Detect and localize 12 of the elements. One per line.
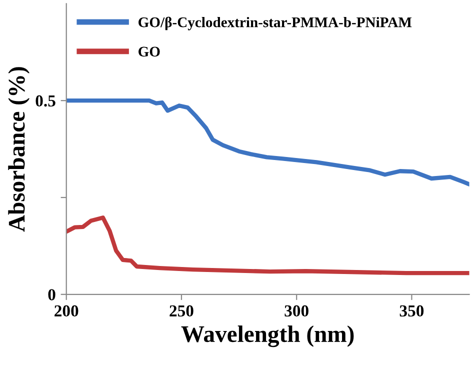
- legend-label: GO: [138, 46, 160, 57]
- x-tick-label: 300: [284, 305, 308, 317]
- x-tick-label: 250: [170, 305, 194, 317]
- legend-label: GO/β-Cyclodextrin-star-PMMA-b-PNiPAM: [138, 16, 412, 30]
- x-tick-label: 200: [54, 305, 78, 317]
- x-axis-title: Wavelength (nm): [181, 325, 354, 348]
- y-tick-label: 0: [48, 289, 56, 300]
- line-series: [66, 216, 470, 276]
- line-series: [66, 98, 470, 186]
- y-axis-title: Absorbance (%): [8, 67, 30, 232]
- y-tick-label: 0.5: [36, 95, 56, 107]
- x-tick-label: 350: [400, 305, 424, 317]
